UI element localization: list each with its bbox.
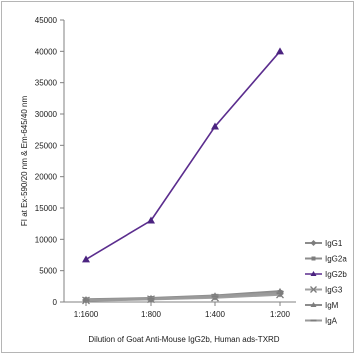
x-tick-label: 1:200 bbox=[270, 310, 291, 319]
x-tick-label: 1:400 bbox=[205, 310, 226, 319]
legend-marker bbox=[311, 256, 316, 261]
chart-frame bbox=[1, 1, 354, 353]
y-tick-label: 10000 bbox=[35, 235, 58, 244]
data-point-igg2b bbox=[211, 122, 219, 130]
legend-marker bbox=[310, 319, 317, 322]
legend-label: IgG2a bbox=[325, 255, 347, 264]
legend-label: IgM bbox=[325, 301, 339, 310]
y-tick-label: 20000 bbox=[35, 173, 58, 182]
data-point-iga bbox=[147, 297, 155, 300]
legend-marker bbox=[310, 271, 317, 276]
y-tick-label: 45000 bbox=[35, 16, 58, 25]
y-tick-label: 35000 bbox=[35, 79, 58, 88]
y-tick-label: 15000 bbox=[35, 204, 58, 213]
y-tick-label: 5000 bbox=[39, 267, 57, 276]
y-tick-label: 40000 bbox=[35, 47, 58, 56]
data-point-iga bbox=[211, 295, 219, 298]
series-line-igg2b bbox=[85, 50, 281, 261]
data-point-igg2b bbox=[82, 255, 90, 263]
legend-label: IgG1 bbox=[325, 239, 343, 248]
legend-marker bbox=[310, 302, 317, 307]
x-tick-label: 1:800 bbox=[141, 310, 162, 319]
x-tick-label: 1:1600 bbox=[74, 310, 99, 319]
y-tick-label: 0 bbox=[53, 298, 58, 307]
y-tick-label: 30000 bbox=[35, 110, 58, 119]
legend-label: IgA bbox=[325, 317, 338, 326]
data-point-igg2b bbox=[147, 216, 155, 224]
legend-marker bbox=[310, 286, 317, 293]
data-point-iga bbox=[276, 292, 284, 295]
legend-label: IgG2b bbox=[325, 270, 347, 279]
x-axis-label: Dilution of Goat Anti-Mouse IgG2b, Human… bbox=[88, 335, 279, 344]
series-line-iga bbox=[85, 292, 281, 302]
y-axis-label: FI at Ex-590/20 nm & Em-645/40 nm bbox=[20, 96, 29, 227]
data-point-igg2b bbox=[276, 47, 284, 55]
data-point-iga bbox=[82, 299, 90, 302]
legend-label: IgG3 bbox=[325, 286, 343, 295]
y-tick-label: 25000 bbox=[35, 141, 58, 150]
legend-marker bbox=[310, 240, 317, 246]
